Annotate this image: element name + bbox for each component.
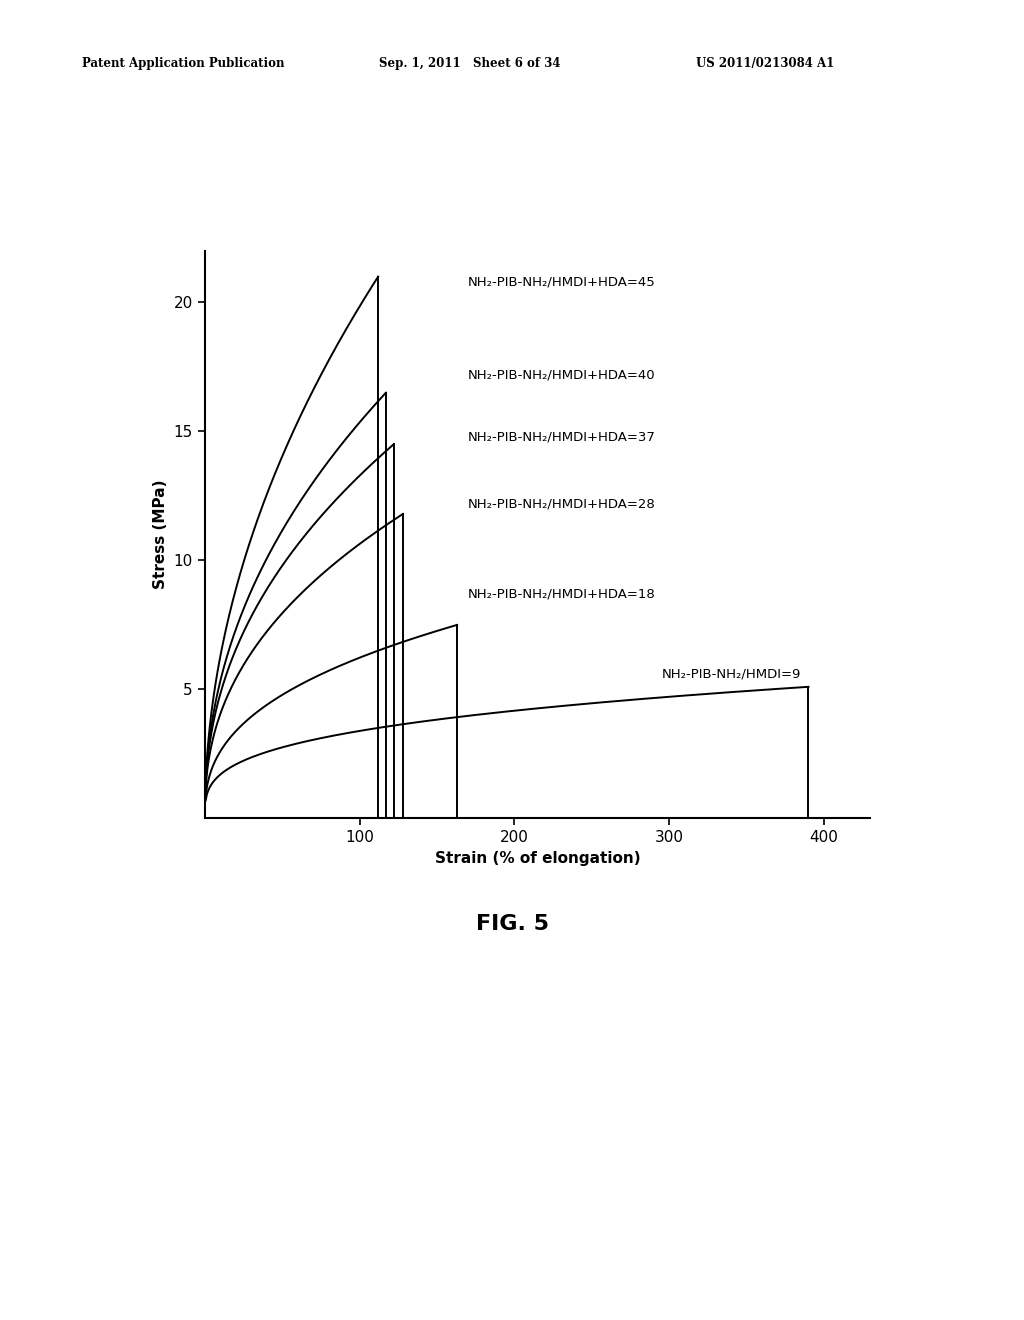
Text: NH₂-PIB-NH₂/HMDI=9: NH₂-PIB-NH₂/HMDI=9 <box>662 668 801 680</box>
Text: Sep. 1, 2011   Sheet 6 of 34: Sep. 1, 2011 Sheet 6 of 34 <box>379 57 560 70</box>
Text: NH₂-PIB-NH₂/HMDI+HDA=18: NH₂-PIB-NH₂/HMDI+HDA=18 <box>468 587 655 601</box>
Text: US 2011/0213084 A1: US 2011/0213084 A1 <box>696 57 835 70</box>
Text: Patent Application Publication: Patent Application Publication <box>82 57 285 70</box>
X-axis label: Strain (% of elongation): Strain (% of elongation) <box>435 851 640 866</box>
Text: FIG. 5: FIG. 5 <box>475 913 549 935</box>
Text: NH₂-PIB-NH₂/HMDI+HDA=40: NH₂-PIB-NH₂/HMDI+HDA=40 <box>468 368 655 381</box>
Text: NH₂-PIB-NH₂/HMDI+HDA=37: NH₂-PIB-NH₂/HMDI+HDA=37 <box>468 430 655 444</box>
Text: NH₂-PIB-NH₂/HMDI+HDA=45: NH₂-PIB-NH₂/HMDI+HDA=45 <box>468 276 655 288</box>
Y-axis label: Stress (MPa): Stress (MPa) <box>154 480 168 589</box>
Text: NH₂-PIB-NH₂/HMDI+HDA=28: NH₂-PIB-NH₂/HMDI+HDA=28 <box>468 498 655 510</box>
